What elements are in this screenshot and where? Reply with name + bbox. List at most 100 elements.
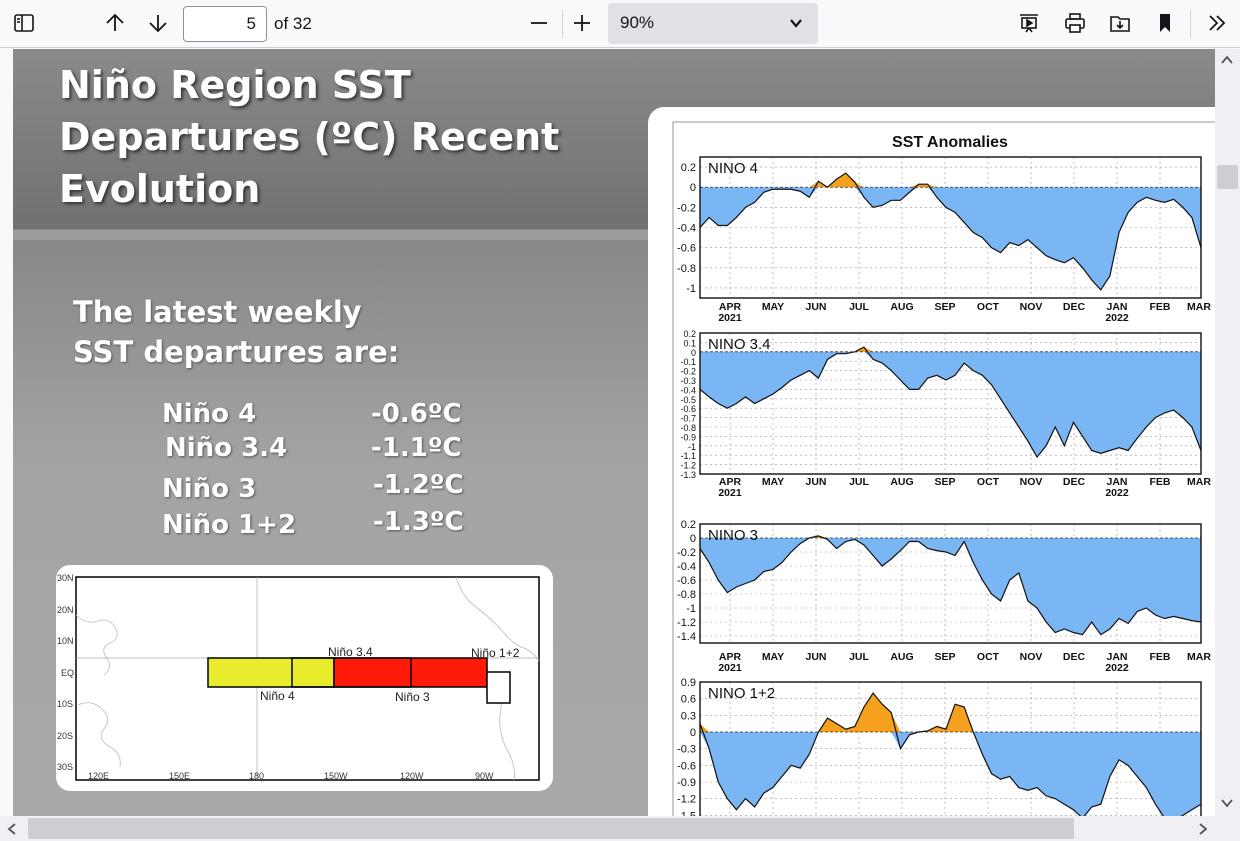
y-tick-label: 0.3 bbox=[681, 710, 696, 722]
arrow-down-icon[interactable] bbox=[141, 6, 175, 40]
x-tick-label: FEB bbox=[1150, 651, 1171, 663]
x-tick-label: MAR bbox=[1187, 301, 1211, 313]
nino34-box bbox=[291, 657, 412, 688]
panel-frame bbox=[699, 156, 1202, 299]
series-line bbox=[699, 535, 1202, 636]
departure-region: Niño 4 bbox=[162, 399, 257, 429]
lat-label: 20N bbox=[57, 605, 74, 615]
panel-label: NINO 3 bbox=[708, 527, 758, 544]
y-tick-label: -0.2 bbox=[677, 547, 696, 559]
negative-anomaly-area bbox=[700, 187, 1201, 290]
x-tick-label: JUN bbox=[805, 301, 826, 313]
lon-label: 150W bbox=[324, 771, 348, 781]
panel-frame bbox=[699, 681, 1202, 816]
series-line bbox=[699, 172, 1202, 291]
sidebar-toggle-icon[interactable] bbox=[7, 6, 41, 40]
y-tick-label: 0.1 bbox=[683, 338, 696, 348]
lat-label: 30S bbox=[57, 762, 73, 772]
bookmark-icon[interactable] bbox=[1148, 6, 1182, 40]
x-tick-label: MAR bbox=[1187, 651, 1211, 663]
toolbar-separator bbox=[1190, 10, 1191, 38]
x-tick-label: JUL bbox=[849, 476, 869, 488]
save-icon[interactable] bbox=[1103, 6, 1137, 40]
y-tick-label: -0.3 bbox=[677, 744, 696, 756]
y-tick-label: -0.2 bbox=[677, 202, 696, 214]
region-label-nino3: Niño 3 bbox=[395, 690, 430, 704]
print-icon[interactable] bbox=[1058, 6, 1092, 40]
intro-line: The latest weekly bbox=[73, 295, 362, 329]
y-tick-label: 0 bbox=[690, 533, 696, 545]
y-tick-label: -1.2 bbox=[677, 617, 696, 629]
plus-icon[interactable] bbox=[565, 6, 599, 40]
presentation-icon[interactable] bbox=[1012, 6, 1046, 40]
title-line: Evolution bbox=[59, 167, 261, 211]
toolbar-separator bbox=[562, 10, 563, 38]
vertical-scrollbar[interactable] bbox=[1215, 49, 1240, 816]
minus-icon[interactable] bbox=[522, 6, 556, 40]
x-tick-label: JAN bbox=[1106, 301, 1127, 313]
negative-anomaly-area bbox=[700, 351, 1201, 458]
negative-anomaly-area bbox=[700, 538, 1201, 635]
page-count-label: of 32 bbox=[274, 14, 312, 33]
positive-anomaly-area bbox=[700, 347, 1201, 352]
lon-label: 120E bbox=[88, 771, 109, 781]
x-tick-label: NOV bbox=[1020, 301, 1043, 313]
coastline-australia bbox=[77, 702, 121, 768]
scroll-up-icon[interactable] bbox=[1220, 53, 1234, 67]
y-tick-label: -0.6 bbox=[680, 404, 696, 414]
x-tick-label: JAN bbox=[1106, 476, 1127, 488]
zoom-value: 90% bbox=[620, 13, 655, 32]
y-tick-label: -0.3 bbox=[680, 376, 696, 386]
double-chevron-icon[interactable] bbox=[1200, 6, 1234, 40]
y-tick-label: -0.9 bbox=[680, 432, 696, 442]
lat-label: 30N bbox=[57, 573, 74, 583]
vertical-scroll-thumb[interactable] bbox=[1217, 165, 1238, 189]
coastline-americas bbox=[455, 576, 540, 662]
x-tick-label: JUL bbox=[849, 651, 869, 663]
negative-anomaly-area bbox=[700, 732, 1201, 816]
x-tick-label: MAR bbox=[1187, 476, 1211, 488]
x-tick-label: NOV bbox=[1020, 651, 1043, 663]
y-tick-label: 0.6 bbox=[681, 694, 696, 706]
x-tick-label: OCT bbox=[977, 651, 1000, 663]
x-year-label: 2021 bbox=[718, 312, 742, 324]
scroll-right-icon[interactable] bbox=[1196, 822, 1210, 836]
y-tick-label: -1.5 bbox=[677, 810, 696, 816]
nino-regions-map: 30N 20N 10N EQ 10S 20S 30S 120E 150E 180… bbox=[56, 565, 553, 791]
zoom-select[interactable]: 90% bbox=[608, 3, 818, 44]
arrow-up-icon[interactable] bbox=[98, 6, 132, 40]
region-label-nino12: Niño 1+2 bbox=[471, 646, 520, 660]
lon-label: 90W bbox=[475, 771, 494, 781]
chart-title: SST Anomalies bbox=[892, 134, 1008, 151]
y-tick-label: 0.2 bbox=[683, 329, 696, 339]
nino4-box bbox=[207, 657, 335, 688]
x-tick-label: JUN bbox=[805, 651, 826, 663]
horizontal-scroll-thumb[interactable] bbox=[28, 818, 1074, 839]
title-divider bbox=[13, 230, 653, 240]
series-line bbox=[699, 692, 1202, 816]
y-tick-label: -0.6 bbox=[677, 243, 696, 255]
document-viewer: Niño Region SST Departures (ºC) Recent E… bbox=[0, 49, 1240, 841]
lon-label: 120W bbox=[400, 771, 424, 781]
scroll-left-icon[interactable] bbox=[5, 822, 19, 836]
x-year-label: 2022 bbox=[1105, 487, 1129, 499]
page-number-input[interactable] bbox=[183, 6, 267, 42]
title-line: Niño Region SST bbox=[59, 63, 411, 107]
x-year-label: 2022 bbox=[1105, 312, 1129, 324]
lat-label: EQ bbox=[61, 668, 74, 678]
lat-label: 20S bbox=[57, 731, 73, 741]
y-tick-label: -0.6 bbox=[677, 760, 696, 772]
departure-value: -1.2ºC bbox=[373, 470, 464, 500]
x-tick-label: DEC bbox=[1063, 651, 1086, 663]
y-tick-label: -1.1 bbox=[680, 451, 696, 461]
x-tick-label: AUG bbox=[890, 301, 913, 313]
horizontal-scrollbar[interactable] bbox=[0, 816, 1240, 841]
y-tick-label: -1.2 bbox=[677, 794, 696, 806]
scroll-down-icon[interactable] bbox=[1220, 796, 1234, 810]
x-year-label: 2021 bbox=[718, 487, 742, 499]
region-label-nino34: Niño 3.4 bbox=[328, 645, 373, 659]
x-tick-label: MAY bbox=[762, 651, 784, 663]
slide-title: Niño Region SST Departures (ºC) Recent E… bbox=[59, 59, 619, 215]
y-tick-label: -1 bbox=[686, 283, 696, 295]
lat-label: 10S bbox=[57, 699, 73, 709]
